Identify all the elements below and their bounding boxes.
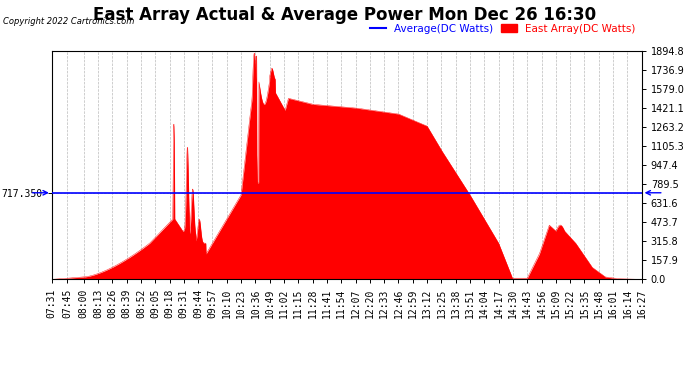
Legend: Average(DC Watts), East Array(DC Watts): Average(DC Watts), East Array(DC Watts) (366, 20, 640, 38)
Text: Copyright 2022 Cartronics.com: Copyright 2022 Cartronics.com (3, 17, 135, 26)
Text: East Array Actual & Average Power Mon Dec 26 16:30: East Array Actual & Average Power Mon De… (93, 6, 597, 24)
